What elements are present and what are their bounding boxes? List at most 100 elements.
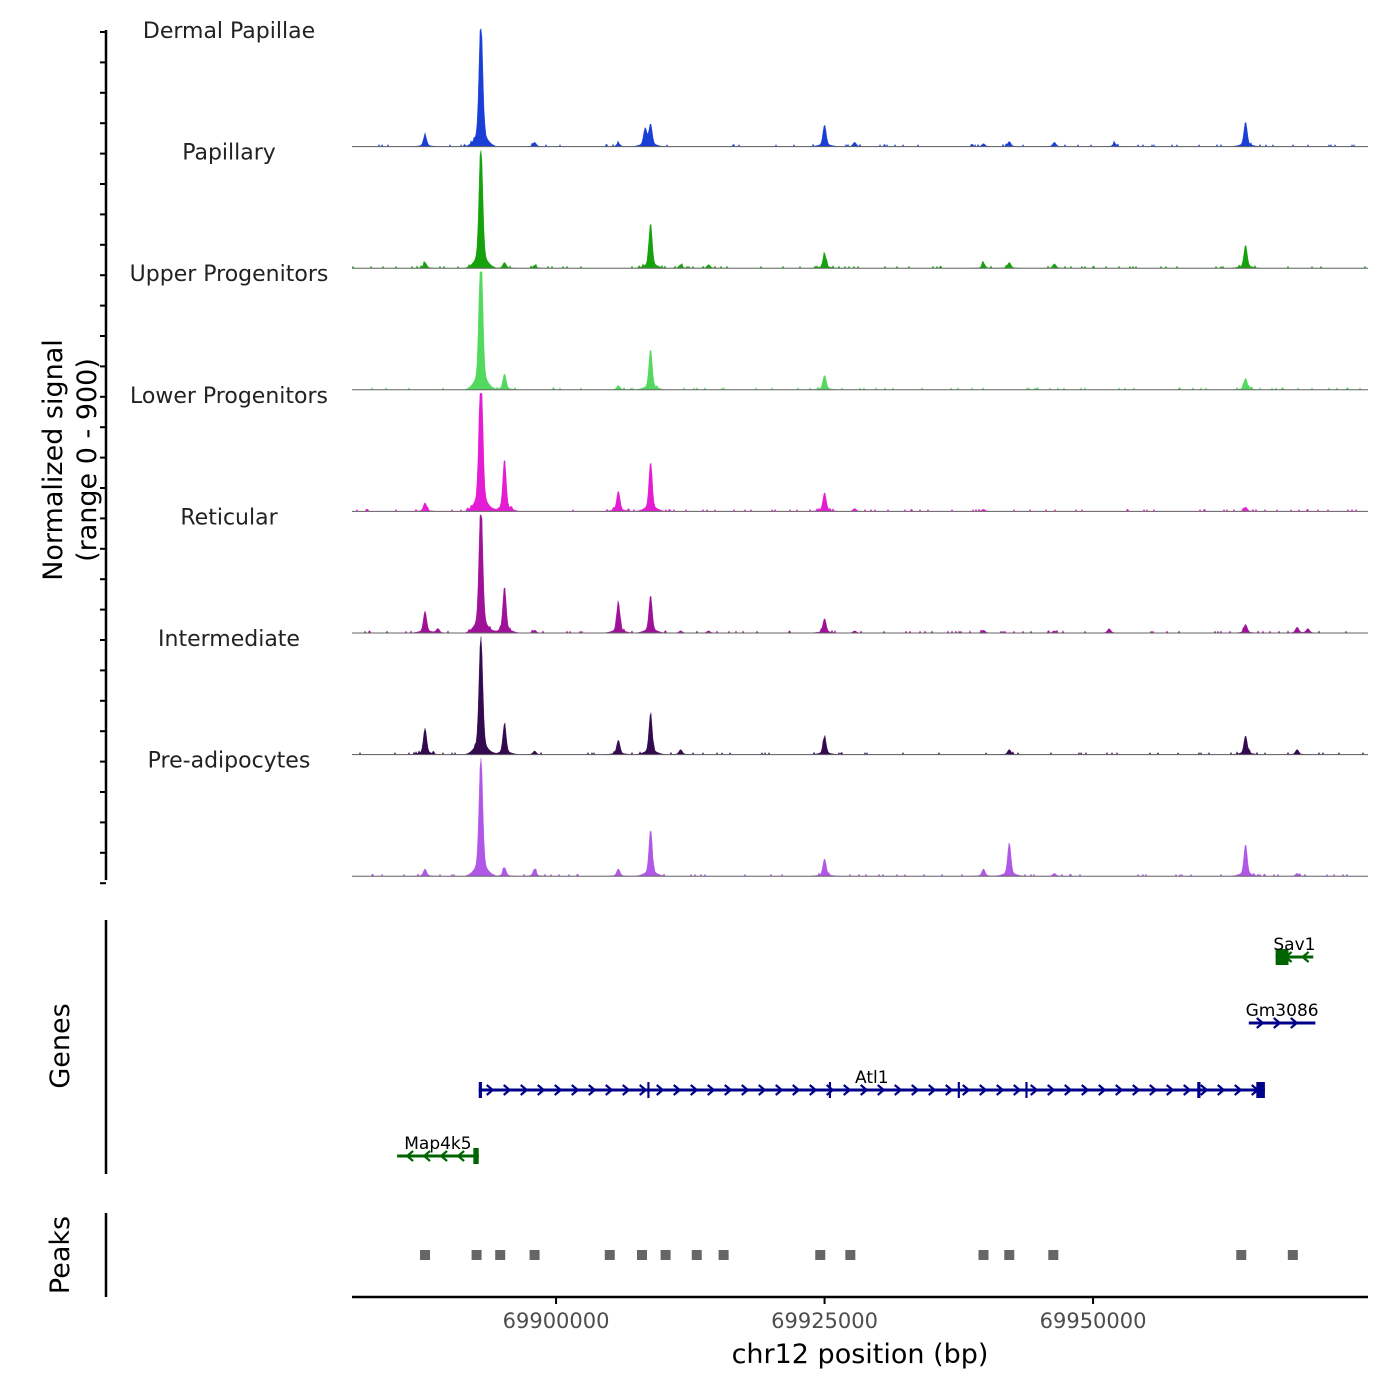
strand-arrow: [1217, 1084, 1226, 1096]
x-tick-label: 69925000: [771, 1309, 878, 1333]
signal-y-axis-label-line: (range 0 - 900): [72, 358, 103, 562]
x-tick-label: 69950000: [1040, 1309, 1147, 1333]
signal-y-axis-label: Normalized signal (range 0 - 900): [38, 339, 103, 581]
strand-arrow: [439, 1150, 448, 1162]
signal-track: Papillary: [182, 141, 1368, 269]
peak-region: [529, 1250, 540, 1260]
strand-arrow: [622, 1084, 631, 1096]
strand-arrow: [1064, 1084, 1073, 1096]
track-label: Upper Progenitors: [130, 262, 329, 287]
strand-arrow: [639, 1084, 648, 1096]
peak-region: [1287, 1250, 1298, 1260]
peak-region: [845, 1250, 856, 1260]
strand-arrow: [911, 1084, 920, 1096]
strand-arrow: [554, 1084, 563, 1096]
peak-region: [691, 1250, 702, 1260]
strand-arrow: [690, 1084, 699, 1096]
signal-tracks: Dermal Papillae Papillary Upper Progenitor…: [130, 19, 1368, 877]
strand-arrow: [758, 1084, 767, 1096]
track-label: Lower Progenitors: [130, 384, 328, 409]
strand-arrow: [979, 1084, 988, 1096]
strand-arrow: [792, 1084, 801, 1096]
exon: [1256, 1082, 1265, 1098]
exon: [647, 1082, 650, 1098]
peak-region: [604, 1250, 615, 1260]
strand-arrow: [503, 1084, 512, 1096]
gene-label: Atl1: [855, 1068, 889, 1088]
genes-axis-label: Genes: [45, 1003, 76, 1088]
strand-arrow: [707, 1084, 716, 1096]
peak-region-track: [420, 1250, 1298, 1260]
signal-area: [352, 636, 1368, 756]
left-axes: [100, 30, 108, 1297]
strand-arrow: [843, 1084, 852, 1096]
strand-arrow: [928, 1084, 937, 1096]
strand-arrow: [809, 1084, 818, 1096]
peak-region: [1048, 1250, 1059, 1260]
strand-arrow: [724, 1084, 733, 1096]
strand-arrow: [741, 1084, 750, 1096]
gene-annotation-track: Sav1 Gm3086 Atl1 Map4k5: [397, 935, 1319, 1164]
peak-region: [471, 1250, 482, 1260]
exon: [1197, 1082, 1201, 1098]
signal-area: [351, 150, 1368, 269]
track-label: Dermal Papillae: [143, 19, 315, 44]
strand-arrow: [877, 1084, 886, 1096]
peak-region: [718, 1250, 729, 1260]
peak-region: [495, 1250, 506, 1260]
exon: [1025, 1082, 1028, 1098]
signal-track: Pre-adipocytes: [148, 749, 1368, 877]
track-label: Papillary: [182, 141, 276, 166]
strand-arrow: [1081, 1084, 1090, 1096]
gene-model: Sav1: [1273, 935, 1315, 965]
strand-arrow: [1132, 1084, 1141, 1096]
strand-arrow: [894, 1084, 903, 1096]
track-label: Intermediate: [158, 627, 300, 652]
signal-area: [352, 27, 1368, 148]
track-label: Reticular: [180, 505, 278, 530]
exon: [478, 1082, 482, 1098]
strand-arrow: [571, 1084, 580, 1096]
exon: [828, 1082, 832, 1098]
strand-arrow: [962, 1084, 971, 1096]
strand-arrow: [588, 1084, 597, 1096]
exon: [473, 1148, 479, 1164]
gene-model: Atl1: [478, 1068, 1265, 1098]
strand-arrow: [673, 1084, 682, 1096]
strand-arrow: [945, 1084, 954, 1096]
strand-arrow: [1149, 1084, 1158, 1096]
strand-arrow: [1098, 1084, 1107, 1096]
peak-region: [1004, 1250, 1015, 1260]
strand-arrow: [1166, 1084, 1175, 1096]
strand-arrow: [456, 1150, 465, 1162]
x-tick-label: 69900000: [503, 1309, 610, 1333]
strand-arrow: [1290, 1017, 1299, 1029]
strand-arrow: [422, 1150, 431, 1162]
strand-arrow: [1300, 951, 1310, 963]
strand-arrow: [1234, 1084, 1243, 1096]
strand-arrow: [656, 1084, 665, 1096]
strand-arrow: [405, 1150, 414, 1162]
peak-region: [660, 1250, 671, 1260]
peak-region: [815, 1250, 826, 1260]
strand-arrow: [826, 1084, 835, 1096]
strand-arrow: [1013, 1084, 1022, 1096]
strand-arrow: [605, 1084, 614, 1096]
strand-arrow: [1183, 1084, 1192, 1096]
strand-arrow: [537, 1084, 546, 1096]
signal-area: [352, 271, 1368, 391]
peak-region: [978, 1250, 989, 1260]
gene-model: Map4k5: [397, 1134, 479, 1164]
signal-track: Upper Progenitors: [130, 262, 1368, 391]
signal-track: Lower Progenitors: [130, 384, 1368, 512]
gene-label: Gm3086: [1246, 1001, 1319, 1021]
strand-arrow: [996, 1084, 1005, 1096]
strand-arrow: [1030, 1084, 1039, 1096]
gene-model: Gm3086: [1246, 1001, 1319, 1029]
peak-region: [636, 1250, 647, 1260]
exon: [1275, 949, 1289, 965]
strand-arrow: [1273, 1017, 1282, 1029]
signal-area: [352, 514, 1368, 634]
exon: [957, 1082, 960, 1098]
strand-arrow: [1256, 1017, 1265, 1029]
